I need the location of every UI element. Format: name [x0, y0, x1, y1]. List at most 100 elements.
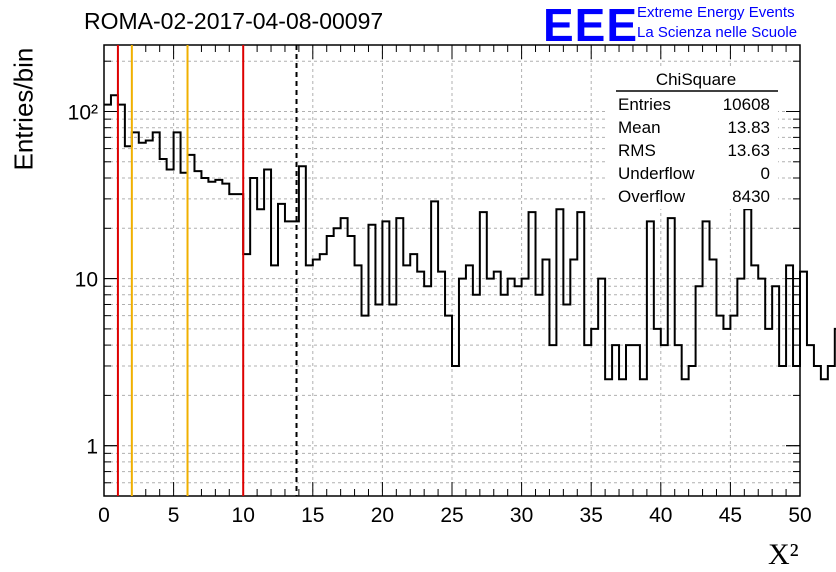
x-axis-label: X² — [768, 538, 799, 571]
stats-label: Underflow — [618, 164, 695, 183]
histogram-bin — [257, 209, 264, 496]
histogram-bin — [139, 143, 146, 496]
histogram-bin — [118, 105, 125, 496]
histogram-bin — [730, 316, 737, 496]
histogram-bin — [264, 169, 271, 496]
x-tick-label: 45 — [719, 504, 742, 527]
histogram-bin — [765, 329, 772, 496]
y-axis-label: Entries/bin — [8, 47, 39, 171]
histogram-bin — [793, 366, 800, 496]
histogram-bin — [786, 265, 793, 496]
histogram-bin — [389, 304, 396, 496]
stats-value: 0 — [761, 164, 770, 183]
histogram-bin — [487, 279, 494, 496]
x-tick-label: 15 — [301, 504, 324, 527]
histogram-bin — [501, 295, 508, 496]
histogram-bin — [647, 221, 654, 496]
histogram-bin — [250, 178, 257, 496]
chart-title: ROMA-02-2017-04-08-00097 — [84, 8, 384, 34]
histogram-bin — [181, 173, 188, 496]
stats-label: Entries — [618, 95, 671, 114]
stats-label: Mean — [618, 118, 661, 137]
logo-line-1: Extreme Energy Events — [637, 4, 795, 21]
histogram-bin — [814, 366, 821, 496]
stats-title: ChiSquare — [656, 70, 736, 89]
histogram-bin — [243, 254, 250, 496]
histogram-bin — [584, 345, 591, 496]
histogram-bin — [208, 182, 215, 496]
histogram-bin — [167, 169, 174, 496]
histogram-bin — [480, 212, 487, 496]
histogram-bin — [382, 221, 389, 496]
histogram-bin — [132, 132, 139, 496]
histogram-bin — [626, 345, 633, 496]
histogram-bin — [473, 295, 480, 496]
stats-label: RMS — [618, 141, 656, 160]
histogram-bin — [696, 286, 703, 496]
histogram-bin — [522, 279, 529, 496]
histogram-bin — [633, 345, 640, 496]
histogram-bin — [229, 194, 236, 496]
histogram-bin — [800, 272, 807, 496]
histogram-bin — [111, 95, 118, 496]
histogram-bin — [452, 366, 459, 496]
x-tick-label: 5 — [168, 504, 180, 527]
histogram-bin — [375, 304, 382, 496]
histogram-bin — [445, 316, 452, 496]
histogram-bin — [341, 218, 348, 496]
histogram-bin — [737, 279, 744, 496]
histogram-bin — [605, 379, 612, 496]
stats-value: 8430 — [732, 187, 770, 206]
stats-value: 13.83 — [727, 118, 770, 137]
histogram-bin — [466, 265, 473, 496]
histogram-bin — [271, 265, 278, 496]
histogram-bin — [640, 379, 647, 496]
histogram-bin — [362, 316, 369, 496]
histogram-bin — [306, 265, 313, 496]
x-tick-label: 20 — [371, 504, 394, 527]
x-tick-label: 40 — [649, 504, 672, 527]
histogram-bin — [570, 260, 577, 496]
histogram-bin — [431, 201, 438, 496]
histogram-bin — [396, 218, 403, 496]
histogram-bin — [654, 329, 661, 496]
histogram-bin — [807, 345, 814, 496]
histogram-bin — [598, 279, 605, 496]
histogram-bin — [577, 212, 584, 496]
x-tick-label: 35 — [580, 504, 603, 527]
stats-value: 13.63 — [727, 141, 770, 160]
histogram-bin — [591, 329, 598, 496]
histogram-bin — [285, 221, 292, 496]
histogram-bin — [772, 286, 779, 496]
y-tick-label: 1 — [86, 436, 98, 459]
histogram-bin — [536, 295, 543, 496]
x-tick-label: 50 — [788, 504, 811, 527]
histogram-bin — [682, 379, 689, 496]
histogram-bin — [703, 221, 710, 496]
histogram-bin — [160, 159, 167, 496]
histogram-bin — [668, 218, 675, 496]
histogram-bin — [438, 272, 445, 496]
histogram-bin — [222, 184, 229, 496]
histogram-bin — [459, 279, 466, 496]
x-tick-label: 30 — [510, 504, 533, 527]
histogram-bin — [710, 260, 717, 496]
histogram-bin — [125, 146, 132, 496]
histogram-bin — [278, 204, 285, 496]
logo-line-2: La Scienza nelle Scuole — [637, 24, 798, 41]
histogram-bin — [828, 366, 835, 496]
histogram-bin — [549, 345, 556, 496]
histogram-bin — [236, 194, 243, 496]
histogram-bin — [619, 379, 626, 496]
histogram-bin — [403, 265, 410, 496]
histogram-bin — [529, 212, 536, 496]
eee-logo: EEE — [543, 0, 639, 51]
histogram-bin — [410, 254, 417, 496]
histogram-bin — [368, 225, 375, 496]
histogram-series — [104, 94, 836, 381]
x-tick-label: 25 — [440, 504, 463, 527]
histogram-bin — [779, 366, 786, 496]
histogram-bin — [215, 180, 222, 496]
histogram-bin — [334, 228, 341, 496]
